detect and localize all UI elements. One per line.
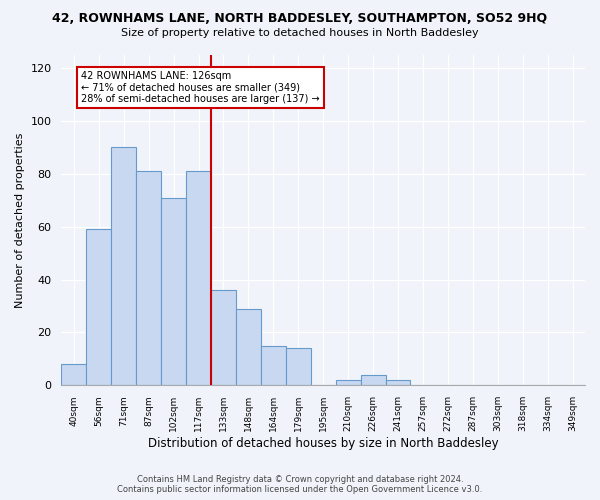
Bar (335, 380, 361, 386)
Bar (261, 346, 286, 386)
Bar (61, 364, 86, 386)
Text: Contains HM Land Registry data © Crown copyright and database right 2024.
Contai: Contains HM Land Registry data © Crown c… (118, 474, 482, 494)
Y-axis label: Number of detached properties: Number of detached properties (15, 132, 25, 308)
Text: Size of property relative to detached houses in North Baddesley: Size of property relative to detached ho… (121, 28, 479, 38)
Bar (236, 308, 261, 386)
Bar (211, 290, 236, 386)
Bar (86, 230, 111, 386)
Text: 42, ROWNHAMS LANE, NORTH BADDESLEY, SOUTHAMPTON, SO52 9HQ: 42, ROWNHAMS LANE, NORTH BADDESLEY, SOUT… (52, 12, 548, 26)
Bar (286, 348, 311, 386)
Text: 42 ROWNHAMS LANE: 126sqm
← 71% of detached houses are smaller (349)
28% of semi-: 42 ROWNHAMS LANE: 126sqm ← 71% of detach… (82, 71, 320, 104)
Bar (111, 148, 136, 386)
Bar (186, 172, 211, 386)
Bar (386, 380, 410, 386)
Bar (161, 198, 186, 386)
X-axis label: Distribution of detached houses by size in North Baddesley: Distribution of detached houses by size … (148, 437, 499, 450)
Bar (136, 172, 161, 386)
Bar (361, 375, 386, 386)
